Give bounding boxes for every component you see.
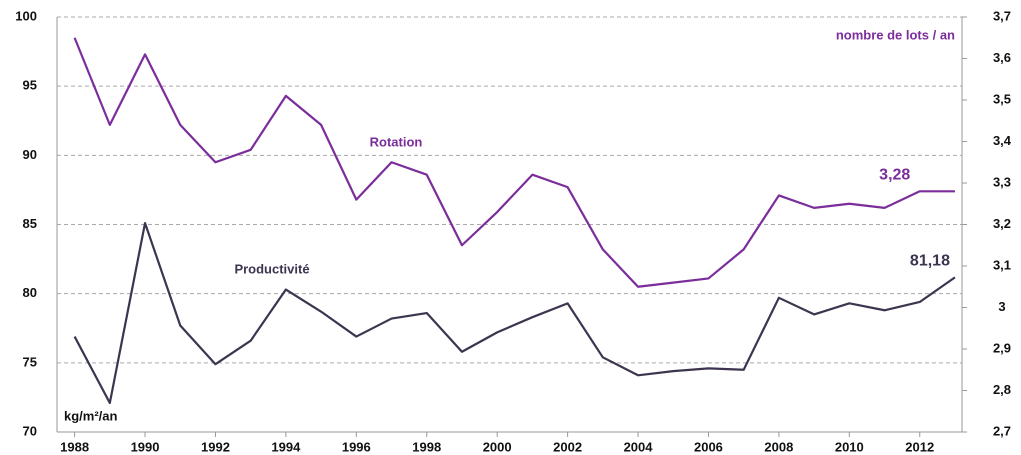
y-tick-label: 70	[23, 423, 37, 438]
x-tick-label: 2010	[835, 439, 864, 454]
y2-tick-label: 3	[998, 299, 1005, 314]
y2-tick-label: 3,6	[993, 50, 1011, 65]
x-tick-label: 1992	[201, 439, 230, 454]
y-tick-label: 80	[23, 285, 37, 300]
series-line	[73, 222, 956, 405]
x-tick-label: 1998	[412, 439, 441, 454]
y-tick-label: 95	[23, 78, 37, 93]
y2-tick-label: 3,1	[993, 257, 1011, 272]
y-tick-label: 90	[23, 147, 37, 162]
y2-tick-label: 2,7	[993, 423, 1011, 438]
y2-tick-label: 2,8	[993, 382, 1011, 397]
y2-tick-label: 3,4	[993, 133, 1012, 148]
y-tick-label: 100	[15, 8, 37, 23]
value-label: 3,28	[879, 167, 910, 184]
x-tick-label: 2012	[905, 439, 934, 454]
y2-tick-label: 3,7	[993, 8, 1011, 23]
x-tick-label: 2008	[764, 439, 793, 454]
x-tick-label: 1994	[271, 439, 301, 454]
x-tick-label: 1988	[60, 439, 89, 454]
y2-axis-label: nombre de lots / an	[836, 27, 955, 42]
y-axis-label: kg/m²/an	[64, 408, 118, 423]
x-tick-label: 1990	[131, 439, 160, 454]
y2-tick-label: 3,3	[993, 174, 1011, 189]
y-tick-label: 75	[23, 354, 37, 369]
x-tick-label: 2002	[553, 439, 582, 454]
y2-tick-label: 2,9	[993, 340, 1011, 355]
x-tick-label: 1996	[342, 439, 371, 454]
x-tick-label: 2004	[624, 439, 654, 454]
value-label: 81,18	[910, 253, 950, 270]
x-tick-label: 2000	[483, 439, 512, 454]
x-tick-label: 2006	[694, 439, 723, 454]
y2-tick-label: 3,5	[993, 91, 1011, 106]
y-tick-label: 85	[23, 216, 37, 231]
series-name: Rotation	[370, 134, 423, 149]
y2-tick-label: 3,2	[993, 216, 1011, 231]
series-name: Productivité	[234, 261, 309, 276]
series-line	[73, 37, 955, 288]
